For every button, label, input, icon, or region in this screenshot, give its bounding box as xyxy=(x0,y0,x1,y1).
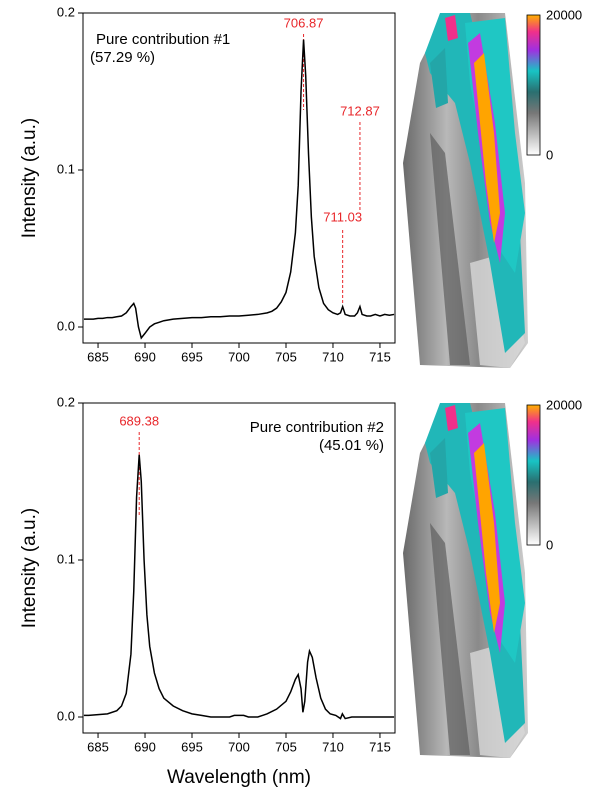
x-tick-label: 685 xyxy=(87,739,109,754)
x-tick-label: 715 xyxy=(369,349,391,364)
x-tick-label: 700 xyxy=(228,349,250,364)
y-tick-label: 0.0 xyxy=(57,318,75,333)
image-map xyxy=(403,403,528,758)
component-label: (45.01 %) xyxy=(319,437,384,454)
x-tick-label: 700 xyxy=(228,739,250,754)
x-tick-label: 685 xyxy=(87,349,109,364)
x-tick-label: 710 xyxy=(322,349,344,364)
spectrum-line xyxy=(83,454,395,720)
x-tick-label: 690 xyxy=(134,739,156,754)
spectrum-line xyxy=(83,39,395,340)
colorbar-min: 0 xyxy=(546,147,553,162)
x-axis-label: Wavelength (nm) xyxy=(167,767,311,788)
y-tick-label: 0.1 xyxy=(57,161,75,176)
y-tick-label: 0.1 xyxy=(57,551,75,566)
peak-label: 706.87 xyxy=(284,15,324,30)
colorbar xyxy=(526,404,541,546)
peak-label: 689.38 xyxy=(119,413,159,428)
image-map xyxy=(403,13,528,368)
peak-label: 712.87 xyxy=(340,103,380,118)
colorbar-max: 20000 xyxy=(546,397,582,412)
x-tick-label: 705 xyxy=(275,349,297,364)
x-tick-label: 695 xyxy=(181,349,203,364)
y-tick-label: 0.2 xyxy=(57,4,75,19)
component-label: Pure contribution #1 xyxy=(96,31,230,48)
colorbar xyxy=(526,14,541,156)
y-axis-label: Intensity (a.u.) xyxy=(19,118,40,238)
x-tick-label: 690 xyxy=(134,349,156,364)
y-axis-label: Intensity (a.u.) xyxy=(19,508,40,628)
component-label: (57.29 %) xyxy=(90,49,155,66)
x-tick-label: 715 xyxy=(369,739,391,754)
y-tick-label: 0.2 xyxy=(57,394,75,409)
component-label: Pure contribution #2 xyxy=(250,419,384,436)
x-tick-label: 710 xyxy=(322,739,344,754)
colorbar-min: 0 xyxy=(546,537,553,552)
peak-label: 711.03 xyxy=(323,209,362,224)
x-tick-label: 705 xyxy=(275,739,297,754)
colorbar-max: 20000 xyxy=(546,7,582,22)
y-tick-label: 0.0 xyxy=(57,708,75,723)
x-tick-label: 695 xyxy=(181,739,203,754)
